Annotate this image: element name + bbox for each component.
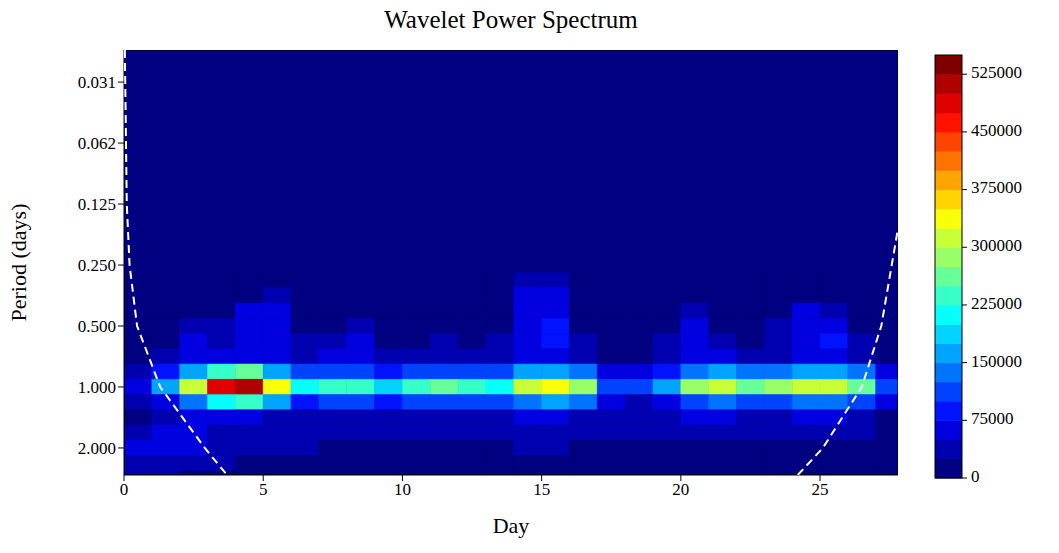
- svg-text:25: 25: [812, 480, 829, 499]
- svg-text:450000: 450000: [971, 121, 1022, 140]
- svg-text:Day: Day: [493, 513, 530, 538]
- svg-text:225000: 225000: [971, 294, 1022, 313]
- svg-text:0.500: 0.500: [78, 317, 116, 336]
- svg-text:0: 0: [971, 467, 980, 486]
- svg-text:5: 5: [259, 480, 268, 499]
- svg-text:300000: 300000: [971, 236, 1022, 255]
- svg-text:1.000: 1.000: [78, 378, 116, 397]
- svg-text:0.250: 0.250: [78, 256, 116, 275]
- svg-text:0.062: 0.062: [78, 134, 116, 153]
- svg-text:2.000: 2.000: [78, 439, 116, 458]
- svg-text:0.125: 0.125: [78, 195, 116, 214]
- svg-text:0.031: 0.031: [78, 73, 116, 92]
- svg-text:20: 20: [672, 480, 689, 499]
- svg-text:0: 0: [120, 480, 129, 499]
- svg-text:75000: 75000: [971, 409, 1014, 428]
- html-text:Wavelet Power Spectrum: Wavelet Power Spectrum: [384, 6, 638, 33]
- svg-text:150000: 150000: [971, 352, 1022, 371]
- svg-text:15: 15: [533, 480, 550, 499]
- svg-text:10: 10: [394, 480, 411, 499]
- svg-text:375000: 375000: [971, 178, 1022, 197]
- svg-text:Period (days): Period (days): [6, 204, 31, 322]
- svg-text:525000: 525000: [971, 63, 1022, 82]
